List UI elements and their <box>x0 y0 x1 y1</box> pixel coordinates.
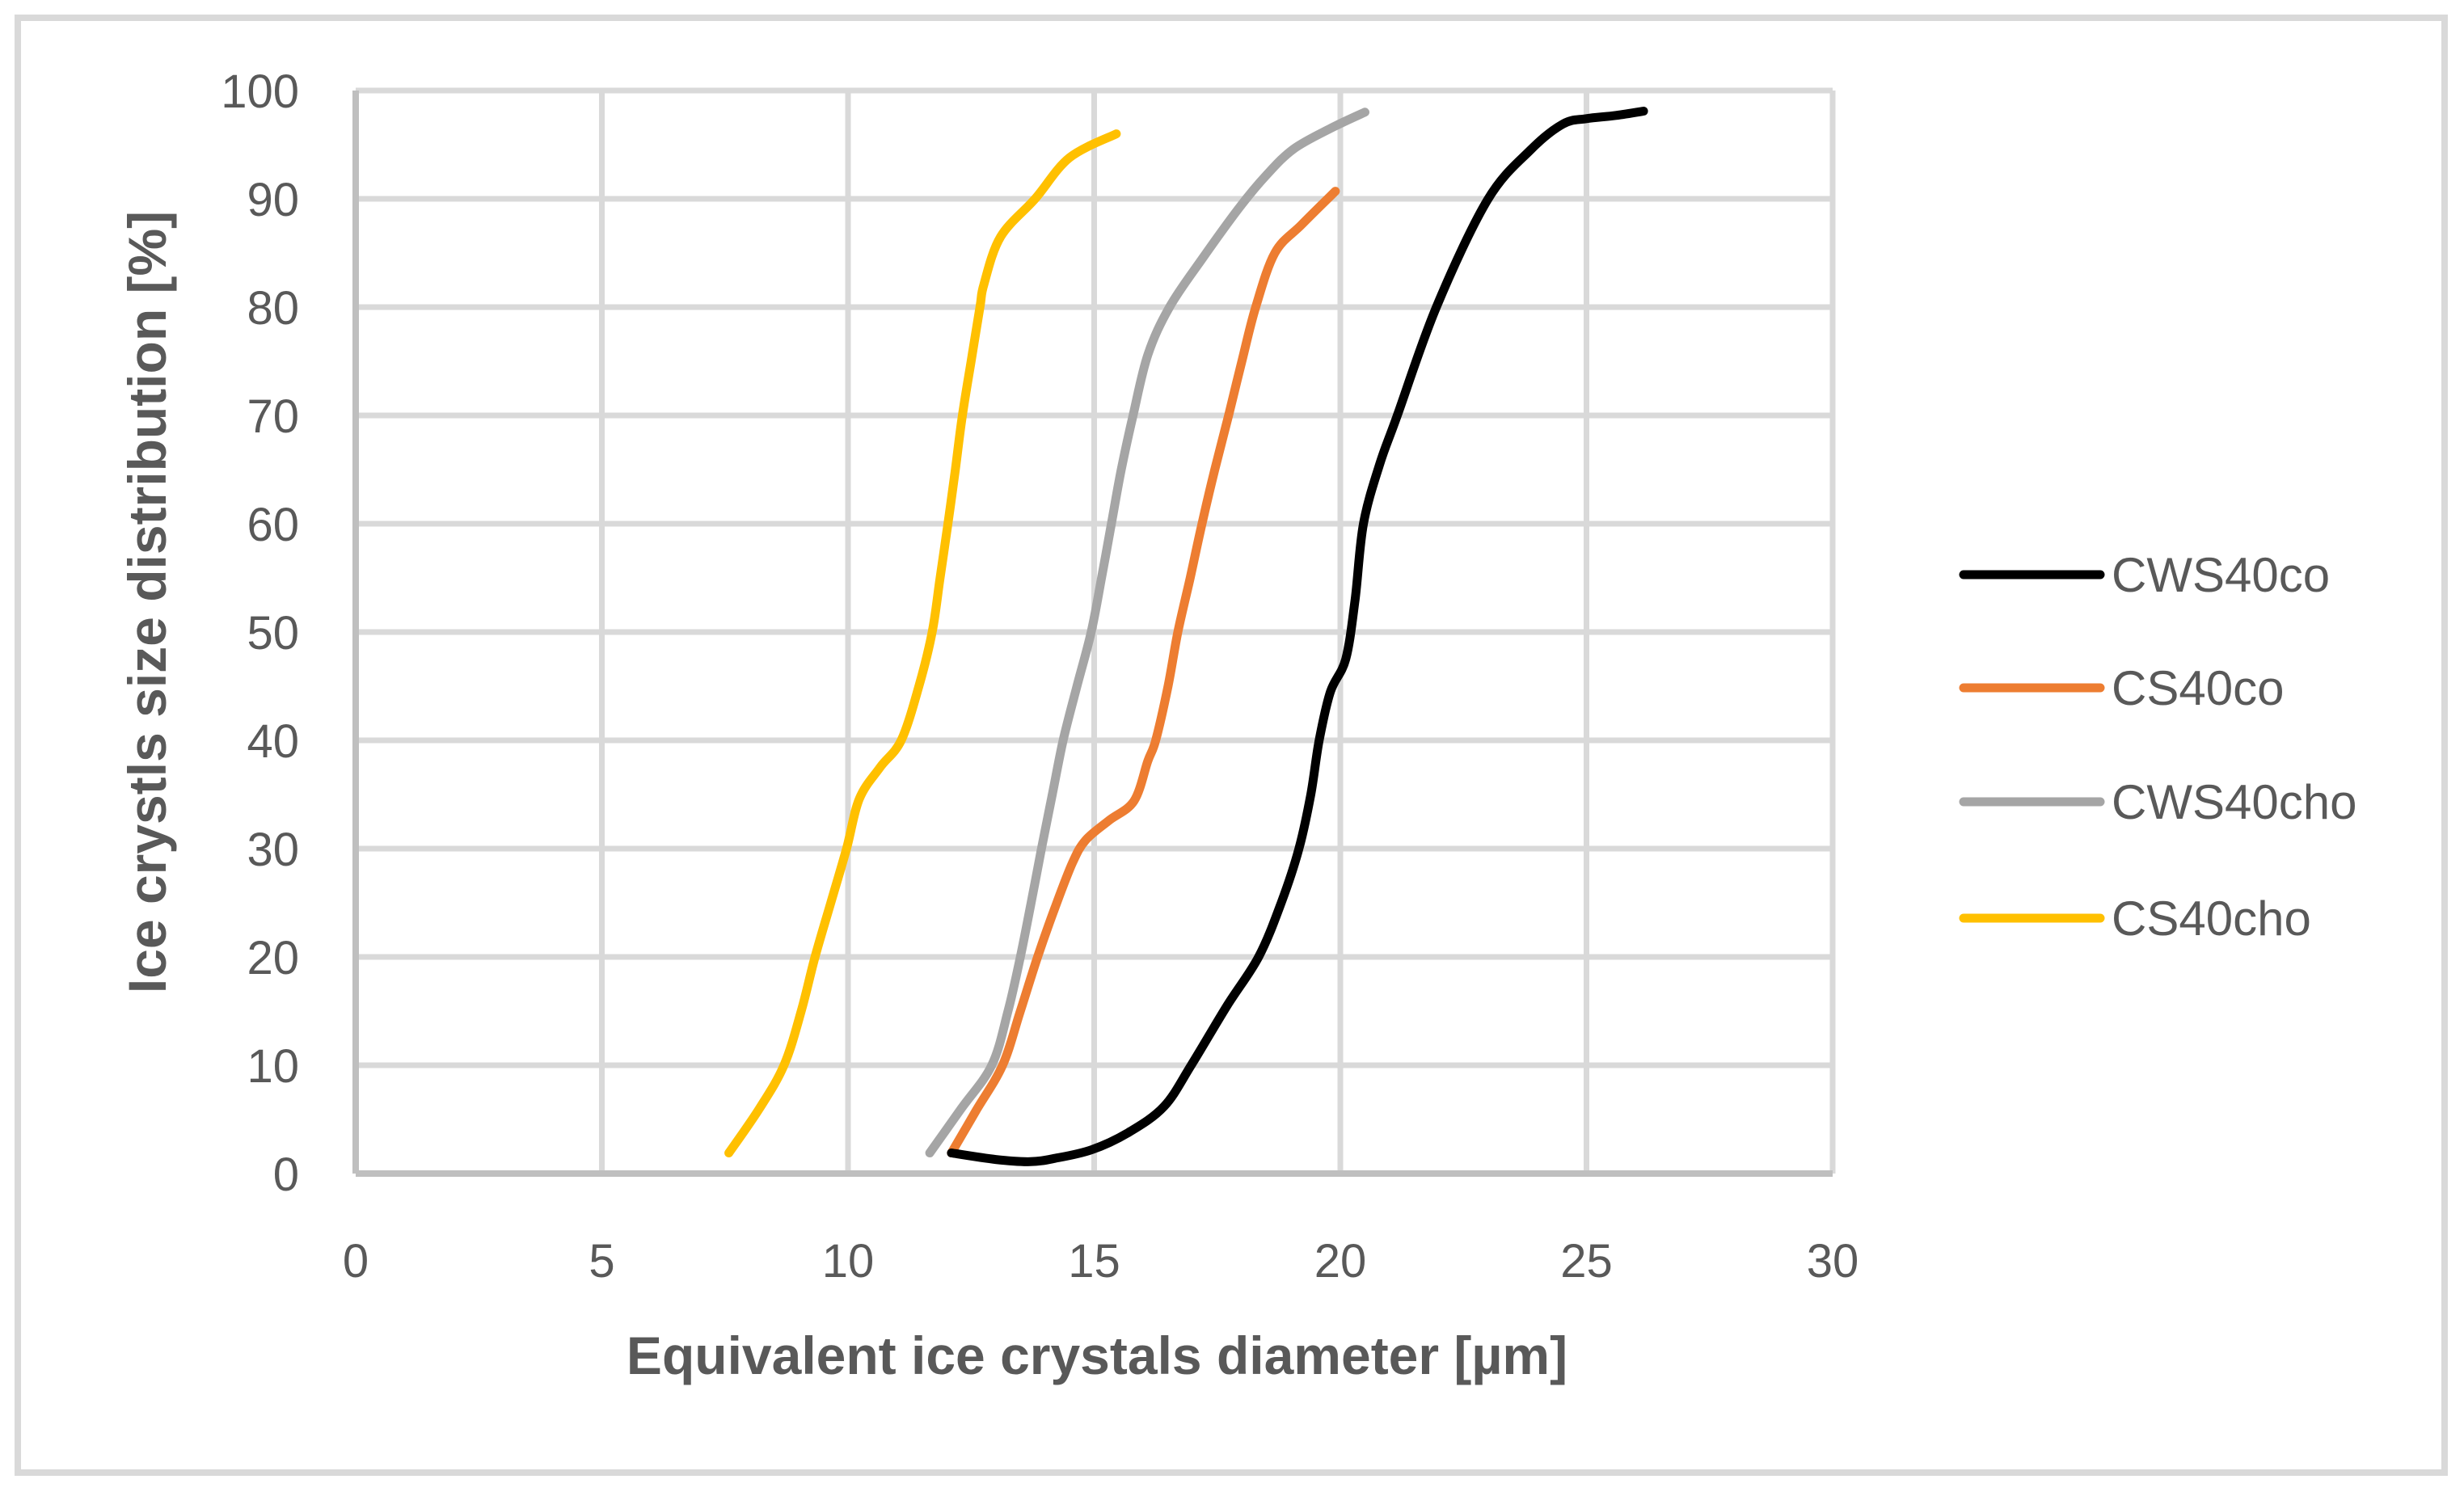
legend-item[interactable]: CWS40cho <box>1959 775 2356 829</box>
legend-item[interactable]: CS40co <box>1959 661 2284 715</box>
x-tick-label: 5 <box>589 1235 614 1288</box>
x-tick-label: 15 <box>1068 1235 1120 1288</box>
y-tick-label: 0 <box>273 1149 299 1201</box>
legend-label: CWS40co <box>2112 548 2330 602</box>
y-tick-label: 50 <box>247 607 299 660</box>
axis-lines <box>352 91 1833 1177</box>
series-line-cws40cho <box>925 107 1369 1157</box>
y-axis-tick-labels: 0 10 20 30 40 50 60 70 80 90 100 <box>221 65 299 1201</box>
x-tick-label: 20 <box>1314 1235 1367 1288</box>
y-tick-label: 20 <box>247 932 299 984</box>
legend-item[interactable]: CWS40co <box>1959 548 2330 602</box>
series-line-cs40cho <box>724 129 1121 1157</box>
y-tick-label: 90 <box>247 174 299 226</box>
series-line-cws40co <box>947 107 1648 1166</box>
y-tick-label: 60 <box>247 499 299 551</box>
legend: CWS40co CS40co CWS40cho CS40cho <box>1959 548 2356 946</box>
series-line-cs40co <box>947 187 1340 1157</box>
x-tick-label: 10 <box>822 1235 875 1288</box>
y-tick-label: 70 <box>247 390 299 443</box>
legend-label: CS40co <box>2112 661 2284 715</box>
legend-label: CS40cho <box>2112 891 2311 946</box>
y-axis-title: Ice crystls size distribution [%] <box>117 211 177 993</box>
legend-item[interactable]: CS40cho <box>1959 891 2311 946</box>
y-tick-label: 40 <box>247 715 299 768</box>
data-series <box>724 107 1648 1166</box>
y-tick-label: 30 <box>247 824 299 876</box>
x-axis-title: Equivalent ice crystals diameter [µm] <box>627 1326 1567 1385</box>
chart-frame <box>15 15 2448 1476</box>
y-tick-label: 80 <box>247 282 299 335</box>
y-tick-label: 10 <box>247 1040 299 1093</box>
x-tick-label: 25 <box>1560 1235 1613 1288</box>
x-tick-label: 0 <box>343 1235 369 1288</box>
x-axis-tick-labels: 0 5 10 15 20 25 30 <box>343 1235 1859 1288</box>
legend-label: CWS40cho <box>2112 775 2356 829</box>
x-tick-label: 30 <box>1807 1235 1859 1288</box>
y-tick-label: 100 <box>221 65 299 118</box>
